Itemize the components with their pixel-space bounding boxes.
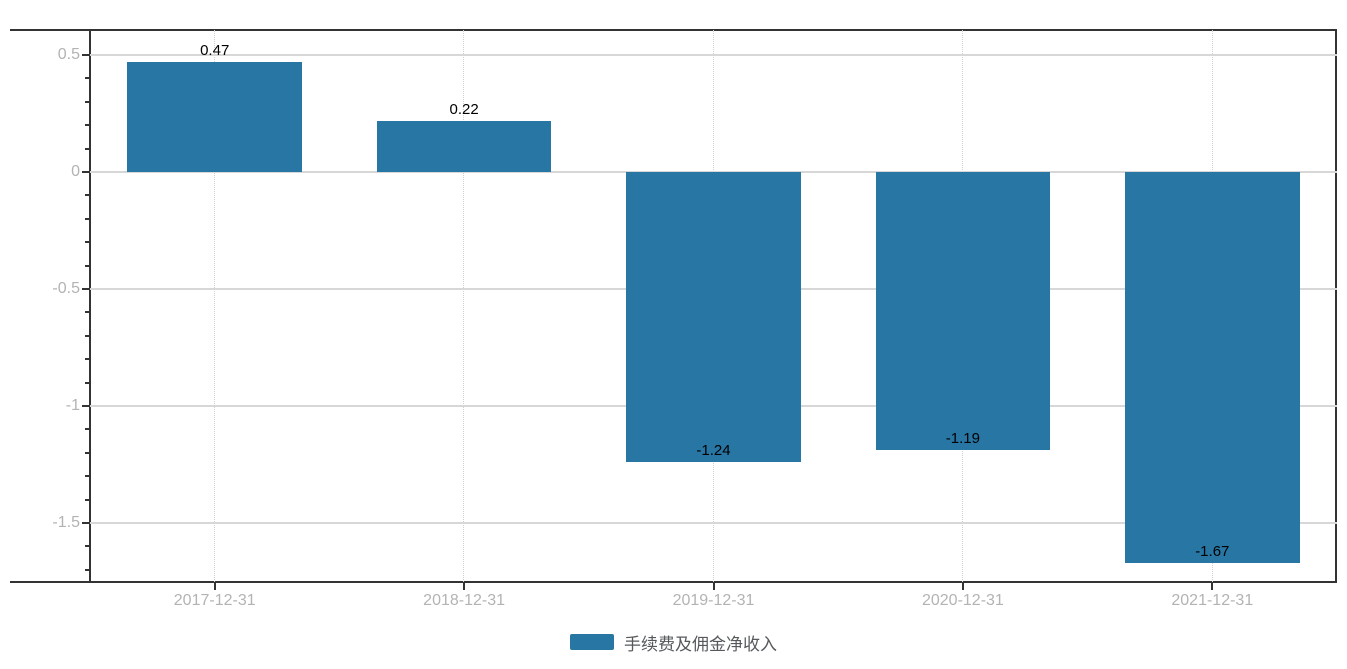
y-axis-tick [82,288,90,290]
category-gridline [213,30,215,582]
x-axis-tick-label: 2018-12-31 [423,592,506,609]
bar-value-label: 0.22 [449,100,479,118]
y-axis-tick [85,194,90,197]
y-gridline [90,522,1337,524]
y-axis-tick [85,475,90,478]
y-axis-tick [85,217,90,220]
bar-value-label: 0.47 [200,42,230,60]
y-axis-tick [85,124,90,127]
y-axis-tick [85,147,90,150]
x-axis-tick-label: 2021-12-31 [1171,592,1254,609]
y-axis-tick [85,545,90,548]
legend-label: 手续费及佣金净收入 [624,634,777,654]
plot-border-top [10,29,1337,31]
y-axis-tick [85,311,90,314]
y-axis-tick-label: -1.5 [52,514,80,531]
y-axis-tick [82,54,90,56]
bar-value-label: -1.24 [696,442,731,460]
x-axis-tick [1211,582,1214,590]
bar-2019-12-31[interactable] [626,172,801,463]
y-axis-tick-label: 0 [71,163,80,180]
x-axis-tick [463,582,466,590]
y-axis-tick [85,100,90,103]
category-gridline [463,30,465,582]
y-axis-tick [85,264,90,267]
y-axis-tick [85,498,90,501]
y-axis-tick [85,77,90,80]
x-axis-tick-label: 2017-12-31 [173,592,256,609]
x-axis-tick-label: 2020-12-31 [921,592,1004,609]
legend-swatch-icon [570,634,614,650]
y-axis-tick [85,568,90,571]
x-axis-tick [961,582,964,590]
x-axis-line [10,581,1337,583]
plot-border-right [1335,29,1337,583]
y-axis-tick [85,451,90,454]
x-axis-tick [712,582,715,590]
y-axis-tick-label: -1 [65,397,80,414]
y-axis-tick [85,428,90,431]
y-axis-tick [82,405,90,407]
bar-2020-12-31[interactable] [875,172,1051,451]
legend-item[interactable]: 手续费及佣金净收入 [0,630,1347,654]
y-gridline [90,54,1337,56]
y-axis-tick [82,522,90,524]
y-axis-tick-label: -0.5 [52,280,80,297]
y-axis-tick [85,334,90,337]
bar-2017-12-31[interactable] [127,62,302,172]
y-axis-tick [85,381,90,384]
y-axis-tick [85,241,90,244]
x-axis-tick-label: 2019-12-31 [672,592,755,609]
bar-value-label: -1.19 [945,430,980,448]
bar-2018-12-31[interactable] [376,120,552,172]
bar-value-label: -1.67 [1195,542,1230,560]
y-axis-tick [82,171,90,173]
y-axis-line [89,29,91,583]
y-axis-tick [85,358,90,361]
bar-2021-12-31[interactable] [1125,172,1300,563]
x-axis-tick [213,582,216,590]
y-axis-tick-label: 0.5 [57,46,80,63]
